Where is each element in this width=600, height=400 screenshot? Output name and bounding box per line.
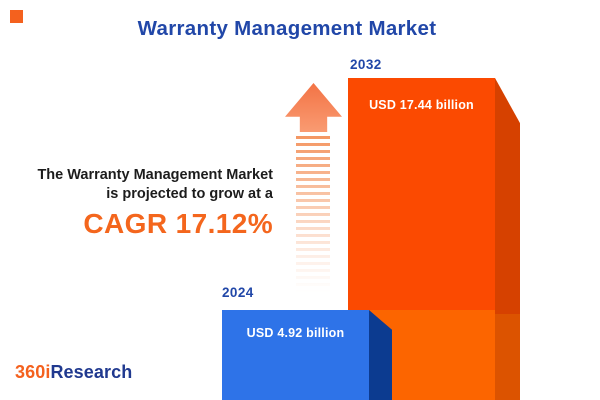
bar-value-2024: USD 4.92 billion [246,326,345,340]
bar-value-2032: USD 17.44 billion [369,98,474,112]
bar-2024-side [369,310,392,400]
cagr-value: CAGR 17.12% [83,208,273,239]
bar-2032-side [495,78,520,400]
arrow-head-icon [285,83,342,132]
page-title: Warranty Management Market [137,17,437,40]
logo-prefix: 360i [15,362,51,382]
logo-suffix: Research [50,362,133,382]
bar-2024 [222,310,369,400]
company-logo: 360iResearch [15,362,132,383]
headline-line2: is projected to grow at a [106,186,273,202]
headline-block: The Warranty Management Market is projec… [0,166,273,240]
arrow-stripes-icon [296,136,330,292]
year-label-2024: 2024 [222,285,254,300]
brand-square-icon [10,10,23,23]
year-label-2032: 2032 [350,57,382,72]
headline-line1: The Warranty Management Market [37,167,273,183]
